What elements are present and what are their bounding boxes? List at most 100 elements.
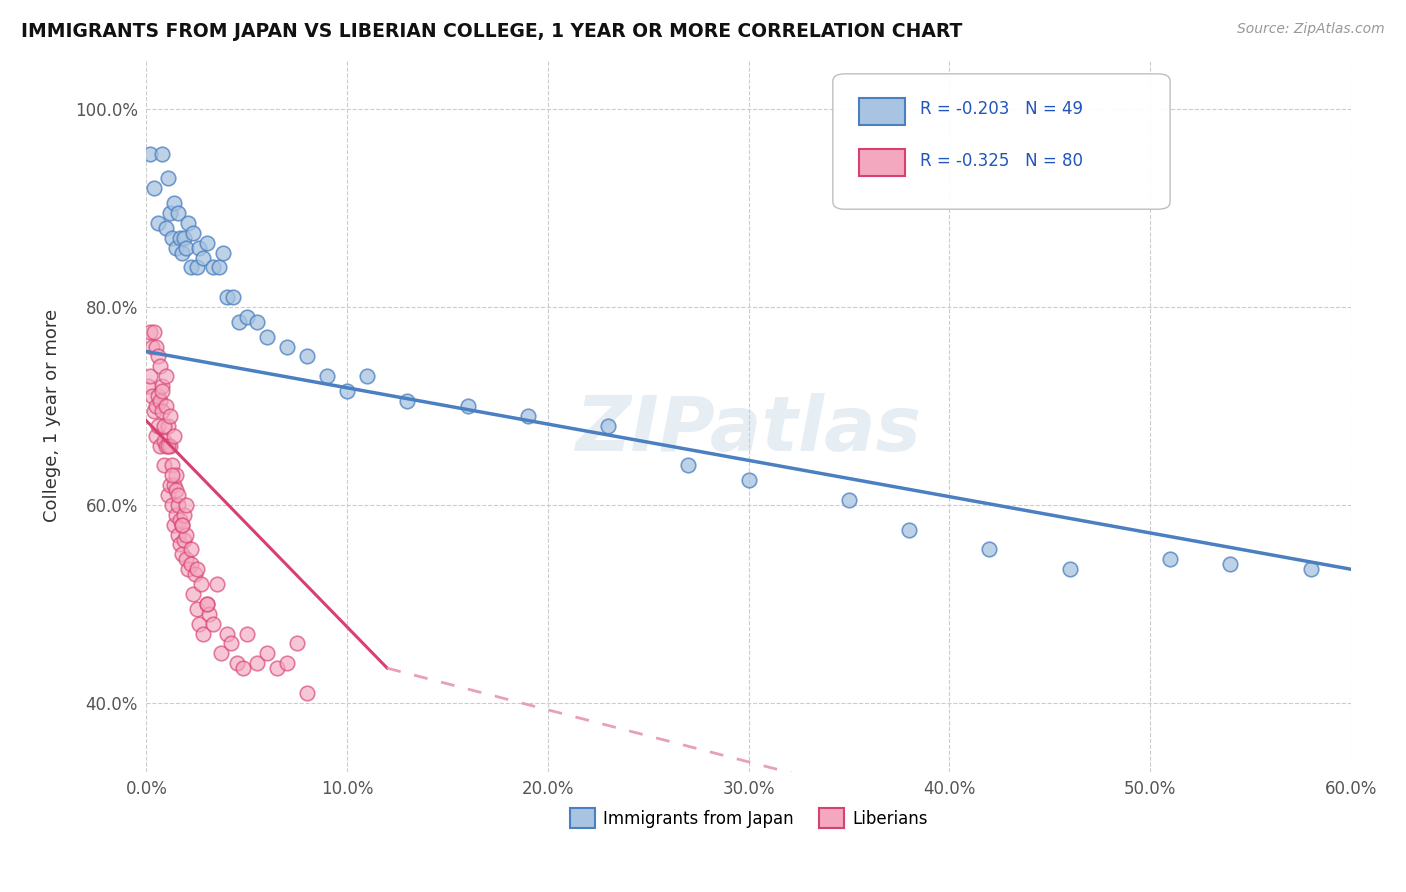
- Point: [139, 369, 162, 384]
- Point: [177, 562, 200, 576]
- Point: [246, 315, 269, 329]
- Point: [176, 527, 198, 541]
- Point: [316, 369, 339, 384]
- Point: [197, 607, 219, 621]
- Point: [1299, 562, 1322, 576]
- Point: [141, 340, 163, 354]
- Point: [149, 394, 172, 409]
- Point: [678, 458, 700, 473]
- Point: [228, 315, 250, 329]
- Point: [285, 636, 308, 650]
- Point: [356, 369, 378, 384]
- Point: [195, 597, 218, 611]
- Point: [295, 686, 318, 700]
- Point: [163, 478, 186, 492]
- Point: [169, 230, 191, 244]
- Point: [457, 399, 479, 413]
- Point: [516, 409, 538, 423]
- Point: [219, 636, 242, 650]
- Point: [162, 458, 184, 473]
- Point: [165, 241, 187, 255]
- Point: [149, 359, 172, 374]
- Point: [201, 260, 224, 275]
- Y-axis label: College, 1 year or more: College, 1 year or more: [44, 310, 60, 523]
- Point: [159, 438, 181, 452]
- Legend: Immigrants from Japan, Liberians: Immigrants from Japan, Liberians: [562, 801, 934, 835]
- Point: [1059, 562, 1081, 576]
- Point: [169, 537, 191, 551]
- Point: [167, 498, 190, 512]
- Point: [838, 492, 860, 507]
- Point: [163, 517, 186, 532]
- Point: [191, 251, 214, 265]
- Point: [187, 616, 209, 631]
- Point: [155, 438, 177, 452]
- Point: [215, 290, 238, 304]
- Point: [186, 562, 208, 576]
- Point: [159, 409, 181, 423]
- Point: [152, 404, 174, 418]
- Point: [235, 310, 257, 324]
- Point: [221, 290, 243, 304]
- Point: [148, 216, 170, 230]
- Point: [163, 428, 186, 442]
- Point: [145, 399, 167, 413]
- Point: [172, 517, 194, 532]
- Point: [152, 384, 174, 398]
- Text: Source: ZipAtlas.com: Source: ZipAtlas.com: [1237, 22, 1385, 37]
- Point: [179, 558, 201, 572]
- Point: [143, 181, 166, 195]
- Point: [157, 438, 180, 452]
- Point: [246, 657, 269, 671]
- FancyBboxPatch shape: [832, 74, 1170, 210]
- Point: [195, 597, 218, 611]
- Point: [163, 196, 186, 211]
- Point: [162, 230, 184, 244]
- Point: [149, 438, 172, 452]
- Point: [215, 626, 238, 640]
- Point: [225, 657, 247, 671]
- Point: [172, 245, 194, 260]
- Point: [152, 379, 174, 393]
- Point: [173, 533, 195, 547]
- Point: [155, 369, 177, 384]
- Point: [139, 325, 162, 339]
- Point: [190, 577, 212, 591]
- Point: [256, 646, 278, 660]
- Text: ZIPatlas: ZIPatlas: [575, 393, 921, 467]
- Point: [148, 389, 170, 403]
- Point: [173, 508, 195, 522]
- Point: [276, 657, 298, 671]
- Point: [152, 146, 174, 161]
- Point: [165, 508, 187, 522]
- Point: [232, 661, 254, 675]
- Point: [181, 226, 204, 240]
- Point: [167, 206, 190, 220]
- Point: [183, 567, 205, 582]
- Point: [176, 552, 198, 566]
- Point: [173, 230, 195, 244]
- Point: [177, 216, 200, 230]
- Point: [181, 587, 204, 601]
- Point: [141, 389, 163, 403]
- Point: [737, 473, 759, 487]
- Point: [176, 241, 198, 255]
- Text: IMMIGRANTS FROM JAPAN VS LIBERIAN COLLEGE, 1 YEAR OR MORE CORRELATION CHART: IMMIGRANTS FROM JAPAN VS LIBERIAN COLLEG…: [21, 22, 963, 41]
- Point: [1219, 558, 1241, 572]
- Point: [172, 547, 194, 561]
- Point: [155, 399, 177, 413]
- Point: [201, 616, 224, 631]
- Point: [169, 513, 191, 527]
- FancyBboxPatch shape: [859, 149, 905, 177]
- Point: [186, 601, 208, 615]
- Point: [211, 245, 233, 260]
- FancyBboxPatch shape: [859, 98, 905, 125]
- Point: [266, 661, 288, 675]
- Point: [148, 350, 170, 364]
- Point: [336, 384, 359, 398]
- Point: [157, 488, 180, 502]
- Point: [167, 527, 190, 541]
- Point: [139, 146, 162, 161]
- Point: [176, 498, 198, 512]
- Text: R = -0.203   N = 49: R = -0.203 N = 49: [920, 101, 1083, 119]
